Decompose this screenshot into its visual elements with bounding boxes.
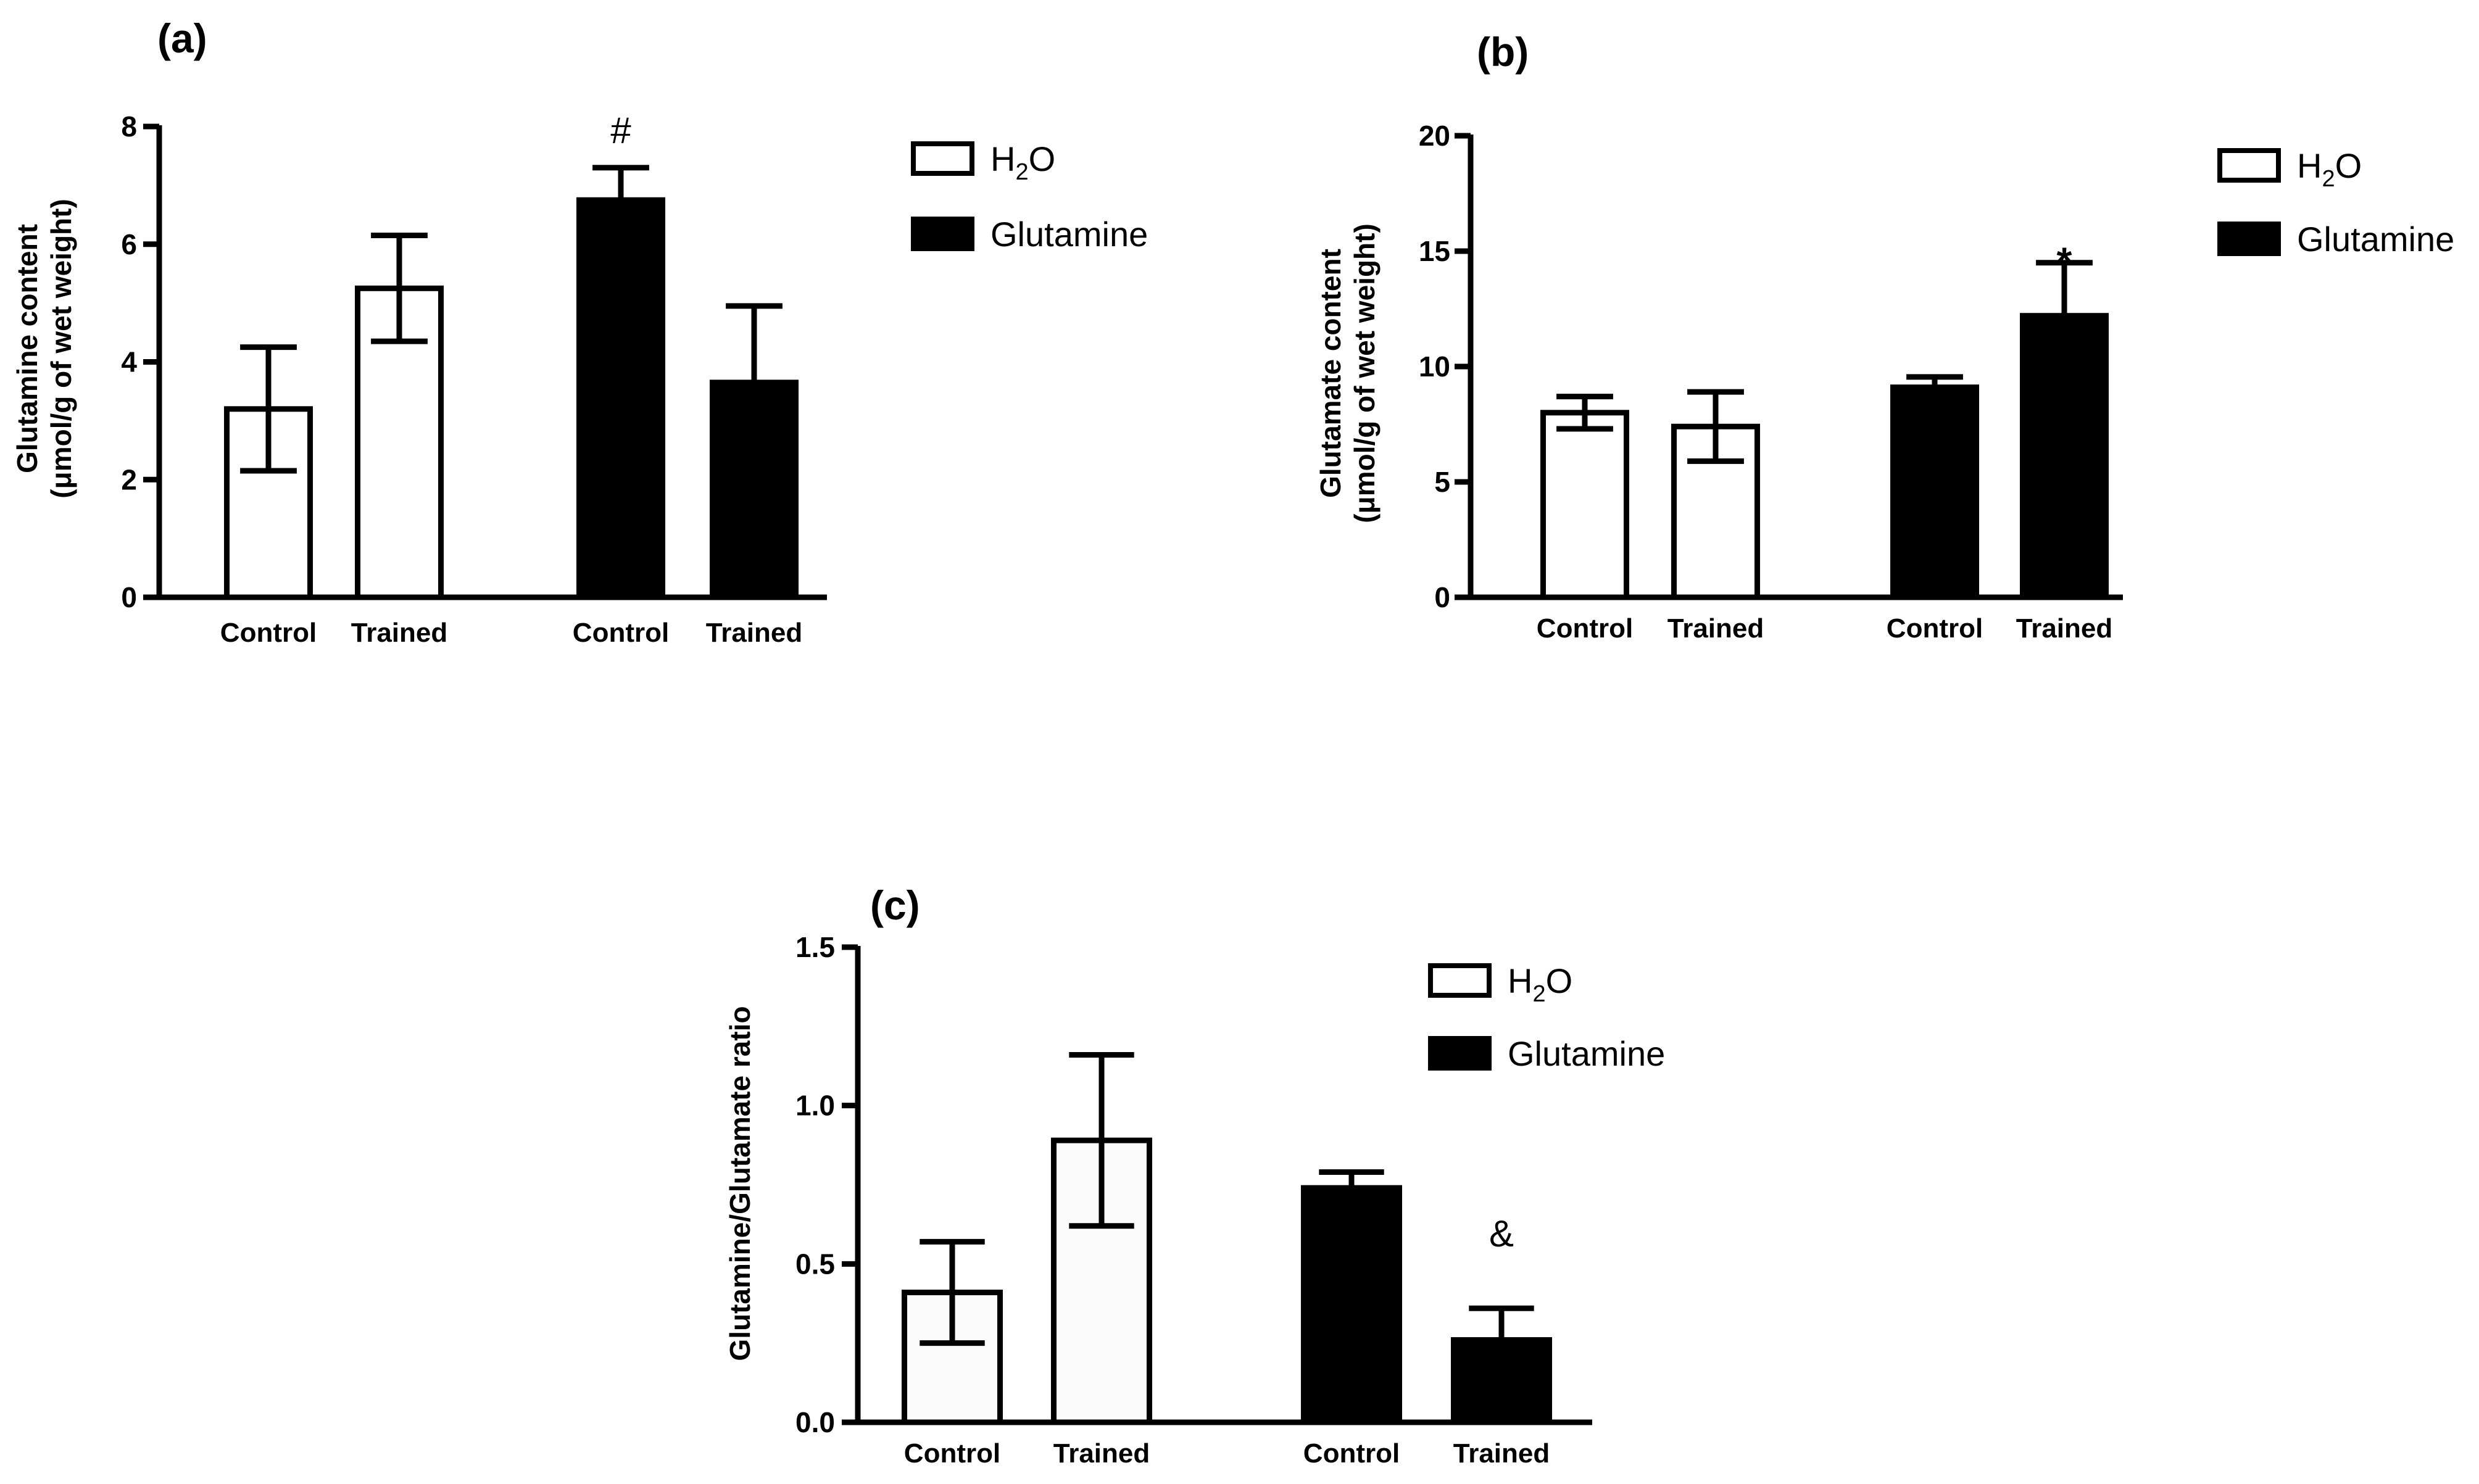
panel-b-category-label: Trained [1667, 613, 1764, 644]
panel-c-y-tick-label: 0.0 [795, 1406, 835, 1438]
panel-c-legend-label-glutamine: Glutamine [1508, 1034, 1665, 1073]
panel-a-y-tick-label: 8 [121, 110, 137, 143]
panel-c-y-axis-label: Glutamine/Glutamate ratio [724, 1006, 756, 1361]
panel-a-category-label: Trained [706, 618, 803, 648]
panel-c-legend-label-h2o: H2O [1508, 961, 1572, 1007]
panel-c-category-label: Trained [1053, 1438, 1150, 1469]
panel-b-significance-marker: * [2057, 239, 2072, 284]
panel-c-category-label: Control [1303, 1438, 1400, 1469]
panel-b-letter: (b) [1477, 29, 1529, 75]
panel-a-significance-marker: # [610, 110, 631, 151]
panel-b-y-tick-label: 0 [1434, 581, 1450, 613]
panel-b-legend-label-h2o: H2O [2297, 146, 2362, 192]
panel-a-y-tick-label: 4 [121, 346, 137, 378]
panel-a: (a) Glutamine content (μmol/g of wet wei… [11, 15, 1148, 648]
panel-c-y-tick-label: 1.5 [795, 931, 835, 963]
panel-b-y-tick-label: 5 [1434, 466, 1450, 498]
panel-a-legend-swatch-h2o [911, 141, 974, 176]
panel-a-bar [576, 197, 665, 600]
panel-b-bar [1540, 410, 1629, 600]
panel-b-category-label: Control [1537, 613, 1633, 644]
panel-a-ylabel-line1: Glutamine content [11, 224, 43, 473]
panel-b-bar [2020, 313, 2109, 600]
panel-a-legend-swatch-glutamine [911, 217, 974, 251]
panel-c-significance-marker: & [1489, 1213, 1514, 1254]
panel-b-bar [1890, 384, 1979, 600]
panel-b-ylabel-line1: Glutamate content [1314, 249, 1347, 498]
panel-c-letter: (c) [870, 882, 920, 928]
panel-a-bar [710, 379, 799, 600]
panel-a-y-tick-label: 6 [121, 228, 137, 260]
panel-b-y-tick-label: 20 [1419, 120, 1450, 152]
panel-c-ylabel-line1: Glutamine/Glutamate ratio [724, 1006, 756, 1361]
panel-b-legend-swatch-h2o [2217, 148, 2281, 183]
panel-a-y-axis-label: Glutamine content (μmol/g of wet weight) [11, 199, 77, 499]
panel-c-y-tick-label: 1.0 [795, 1090, 835, 1122]
panel-b-category-label: Trained [2016, 613, 2113, 644]
panel-a-legend: H2O Glutamine [911, 139, 1148, 254]
panel-b-y-axis-label: Glutamate content (μmol/g of wet weight) [1314, 223, 1381, 523]
panel-b-category-label: Control [1887, 613, 1983, 644]
panel-a-letter: (a) [157, 15, 207, 61]
panel-b-plot: 0 5 10 15 20 Control Trained Control Trained * [1419, 120, 2123, 644]
panel-a-legend-label-h2o: H2O [990, 139, 1055, 185]
panel-c-legend-swatch-h2o [1428, 963, 1492, 998]
panel-a-y-tick-label: 0 [121, 581, 137, 613]
panel-c-category-label: Control [904, 1438, 1000, 1469]
panel-a-category-label: Control [220, 618, 317, 648]
panel-c-legend: H2O Glutamine [1428, 961, 1665, 1073]
panel-a-plot: 0 2 4 6 8 Control Trained Control Trained # [121, 110, 827, 648]
panel-b-legend-label-glutamine: Glutamine [2297, 220, 2454, 259]
panel-b-ylabel-line2: (μmol/g of wet weight) [1348, 223, 1381, 523]
panel-a-ylabel-line2: (μmol/g of wet weight) [45, 199, 77, 499]
panel-b-legend: H2O Glutamine [2217, 146, 2454, 259]
panel-c-legend-swatch-glutamine [1428, 1036, 1492, 1071]
panel-c-plot: 0.0 0.5 1.0 1.5 Control Trained Control Trained… [795, 931, 1592, 1469]
panel-b-y-tick-label: 15 [1419, 235, 1450, 267]
panel-c-bar [1451, 1337, 1552, 1425]
panel-a-legend-label-glutamine: Glutamine [990, 215, 1148, 254]
panel-c-category-label: Trained [1453, 1438, 1550, 1469]
panel-a-category-label: Trained [351, 618, 448, 648]
panel-c-y-tick-label: 0.5 [795, 1248, 835, 1280]
panel-b-y-tick-label: 10 [1419, 350, 1450, 383]
panel-a-y-tick-label: 2 [121, 463, 137, 495]
panel-a-category-label: Control [573, 618, 669, 648]
panel-b-legend-swatch-glutamine [2217, 222, 2281, 256]
panel-b: (b) Glutamate content (μmol/g of wet wei… [1314, 29, 2454, 644]
panel-c-bar [1301, 1185, 1402, 1425]
panel-c: (c) Glutamine/Glutamate ratio 0.0 0.5 1.0 1… [724, 882, 1665, 1469]
